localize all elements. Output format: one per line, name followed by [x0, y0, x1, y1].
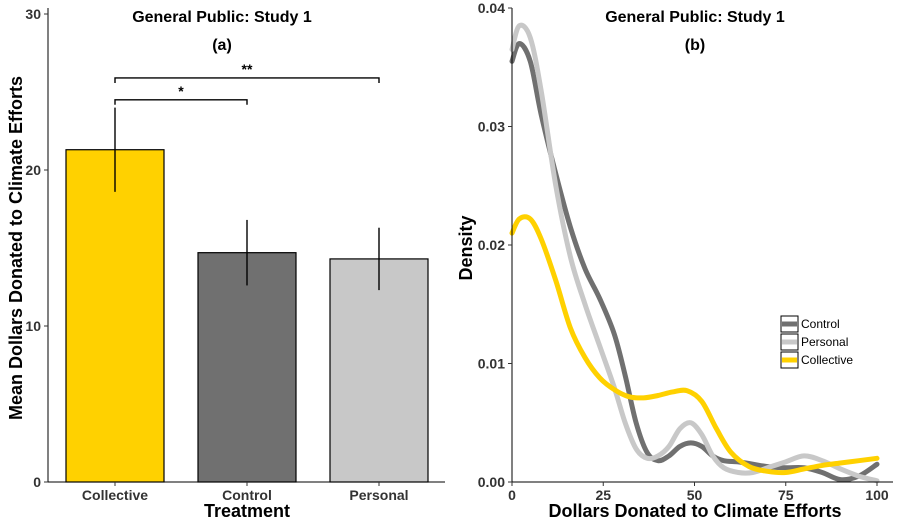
- panel-b: General Public: Study 1 (b) 0.00 0.01 0.02…: [456, 0, 893, 521]
- significance-label: **: [242, 61, 253, 77]
- panel-b-y-ticks: 0.00 0.01 0.02 0.03 0.04: [478, 0, 512, 490]
- x-tick-label: Control: [222, 487, 272, 503]
- x-tick-label: 100: [865, 487, 889, 503]
- panel-b-title: General Public: Study 1: [605, 9, 785, 26]
- x-tick-label: Collective: [82, 487, 148, 503]
- y-tick-label: 30: [25, 6, 41, 22]
- x-tick-label: 25: [595, 487, 611, 503]
- significance-label: *: [178, 83, 184, 99]
- significance-bracket: [114, 99, 248, 105]
- panel-b-x-ticks: 0 25 50 75 100: [508, 482, 889, 503]
- bar-collective: [65, 149, 165, 483]
- density-line-control: [509, 41, 880, 483]
- panel-b-lines: [509, 22, 880, 484]
- x-tick-label: Personal: [349, 487, 408, 503]
- panel-a-x-axis-title: Treatment: [204, 501, 290, 521]
- y-tick-label: 0.04: [478, 0, 505, 16]
- y-tick-label: 0: [33, 474, 41, 490]
- bar-control: [197, 252, 297, 483]
- x-tick-label: 0: [508, 487, 516, 503]
- y-tick-label: 0.02: [478, 237, 505, 253]
- y-tick-label: 0.00: [478, 474, 505, 490]
- panel-b-y-axis-title: Density: [456, 215, 476, 280]
- panel-a-title: General Public: Study 1: [132, 9, 312, 26]
- panel-a-subtitle: (a): [212, 37, 232, 54]
- panel-a-significance: ***: [114, 61, 380, 105]
- density-line-collective: [509, 214, 880, 476]
- y-tick-label: 20: [25, 162, 41, 178]
- panel-a: General Public: Study 1 (a) *** 0102030 …: [6, 6, 445, 521]
- x-tick-label: 50: [687, 487, 703, 503]
- panel-b-legend: Control Personal Collective: [780, 315, 853, 369]
- y-tick-label: 0.03: [478, 119, 505, 135]
- legend-label: Personal: [801, 335, 848, 349]
- panel-b-x-axis-title: Dollars Donated to Climate Efforts: [548, 501, 841, 521]
- legend-label: Collective: [801, 353, 853, 367]
- x-tick-label: 75: [778, 487, 794, 503]
- density-line-personal: [509, 22, 880, 484]
- panel-a-y-axis-title: Mean Dollars Donated to Climate Efforts: [6, 76, 26, 420]
- panel-b-subtitle: (b): [685, 37, 705, 54]
- bar-personal: [329, 258, 429, 483]
- panel-a-error-bars: [114, 107, 380, 291]
- panel-a-x-ticks: Collective Control Personal: [82, 482, 409, 503]
- legend-label: Control: [801, 317, 840, 331]
- panel-a-bars: [65, 149, 429, 483]
- significance-bracket: [114, 77, 380, 83]
- panel-a-y-ticks: 0 10 20 30: [25, 6, 48, 490]
- y-tick-label: 10: [25, 318, 41, 334]
- y-tick-label: 0.01: [478, 356, 505, 372]
